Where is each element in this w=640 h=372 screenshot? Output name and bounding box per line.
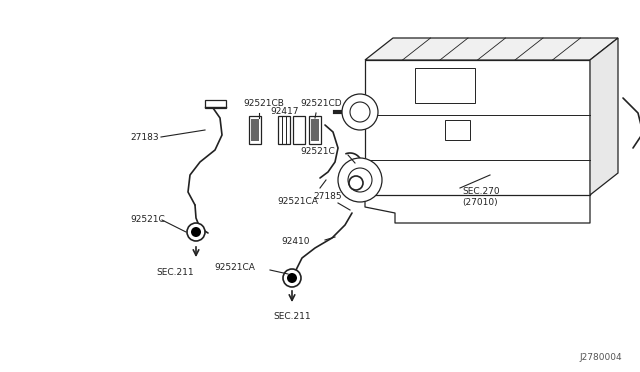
- Text: 92521CB: 92521CB: [243, 99, 284, 108]
- Text: SEC.270: SEC.270: [462, 187, 500, 196]
- Circle shape: [349, 176, 363, 190]
- Bar: [309, 116, 321, 144]
- Text: 92521C: 92521C: [130, 215, 164, 224]
- Bar: [365, 60, 590, 195]
- Text: J2780004: J2780004: [579, 353, 622, 362]
- Text: 92521CA: 92521CA: [277, 198, 318, 206]
- Bar: [278, 116, 290, 144]
- Text: 27185: 27185: [313, 192, 342, 201]
- Circle shape: [348, 168, 372, 192]
- Circle shape: [342, 94, 378, 130]
- Bar: [293, 116, 305, 144]
- Text: 92521CD: 92521CD: [300, 99, 342, 108]
- Bar: [415, 68, 475, 103]
- Text: SEC.211: SEC.211: [273, 312, 311, 321]
- Circle shape: [338, 158, 382, 202]
- Text: 92521CA: 92521CA: [214, 263, 255, 273]
- Text: 92521C: 92521C: [300, 148, 335, 157]
- Text: 27183: 27183: [130, 132, 159, 141]
- Text: 92417: 92417: [270, 107, 298, 116]
- Polygon shape: [590, 38, 618, 195]
- Circle shape: [350, 102, 370, 122]
- Circle shape: [287, 273, 297, 283]
- Bar: [311, 119, 319, 141]
- Polygon shape: [365, 38, 618, 60]
- Circle shape: [191, 227, 201, 237]
- Text: SEC.211: SEC.211: [156, 268, 194, 277]
- Polygon shape: [205, 100, 226, 108]
- Circle shape: [187, 223, 205, 241]
- Text: (27010): (27010): [462, 198, 498, 206]
- Bar: [251, 119, 259, 141]
- Text: 92410: 92410: [282, 237, 310, 247]
- Circle shape: [283, 269, 301, 287]
- Bar: [445, 120, 470, 140]
- Bar: [249, 116, 261, 144]
